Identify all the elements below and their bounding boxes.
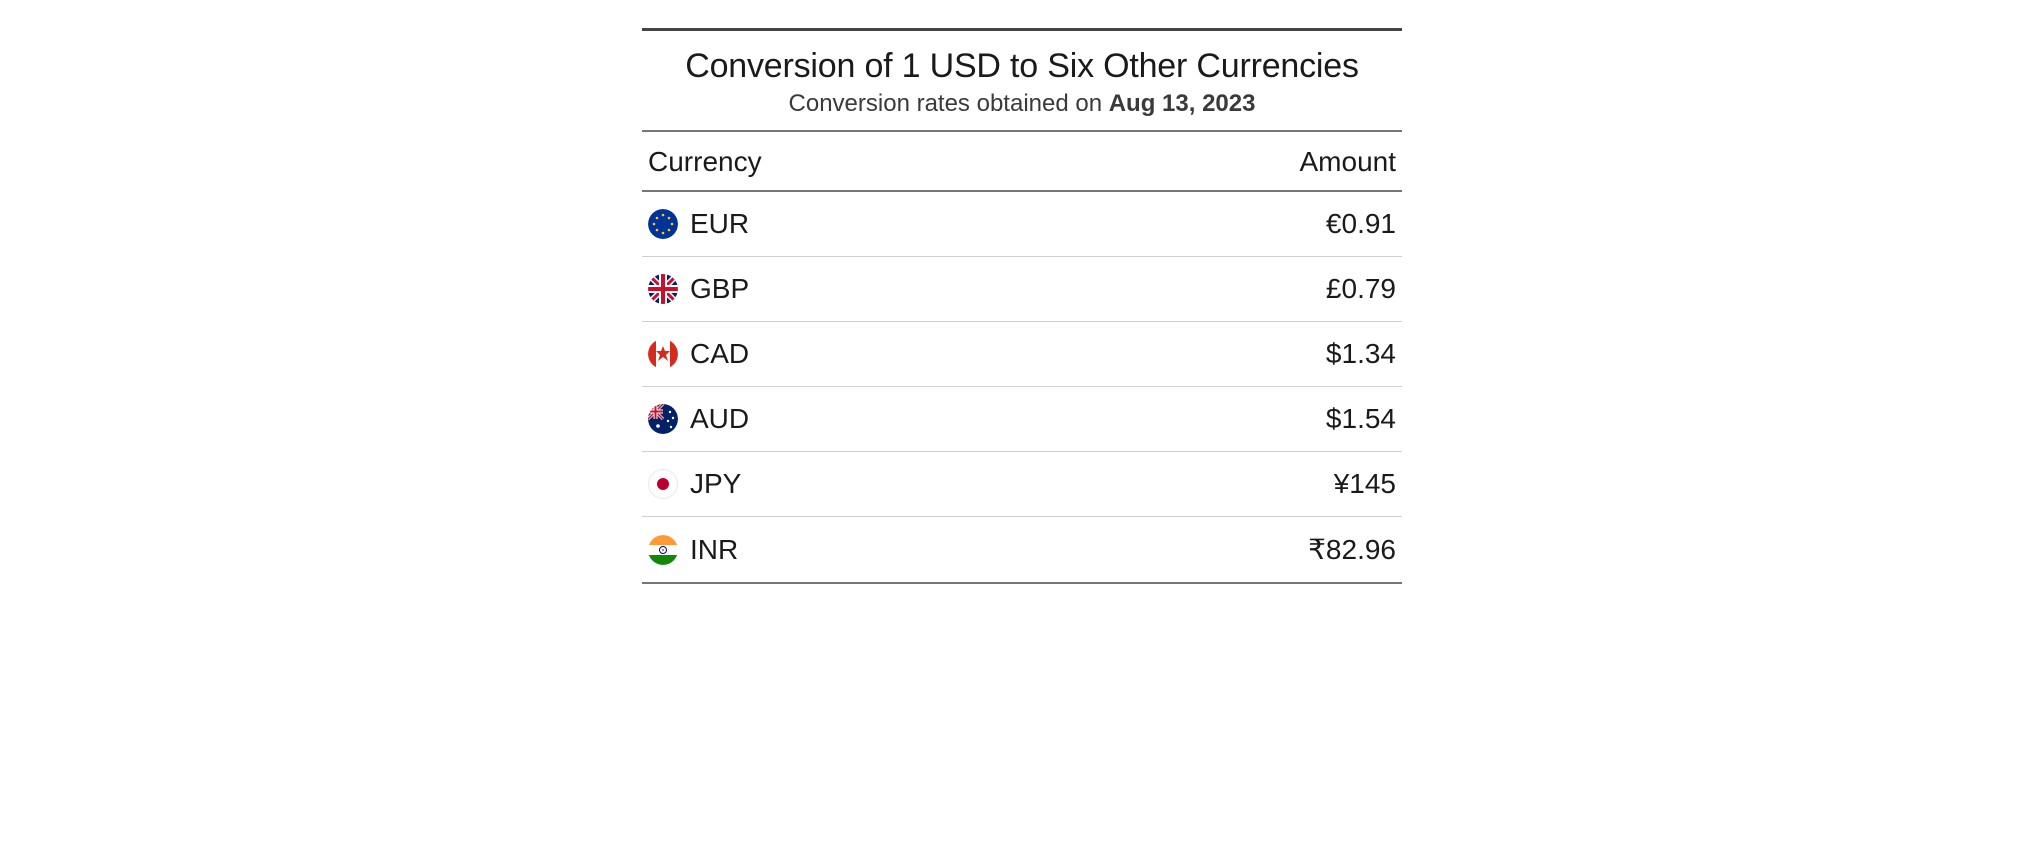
table-row: EUR €0.91 xyxy=(642,192,1402,257)
currency-code: EUR xyxy=(690,208,749,240)
column-header-amount: Amount xyxy=(1300,146,1397,178)
currency-code: GBP xyxy=(690,273,749,305)
amount-value: £0.79 xyxy=(1326,273,1396,305)
flag-eu-icon xyxy=(648,209,678,239)
table-row: INR ₹82.96 xyxy=(642,517,1402,584)
subtitle-date: Aug 13, 2023 xyxy=(1109,90,1256,117)
currency-code: JPY xyxy=(690,468,741,500)
flag-ca-icon xyxy=(648,339,678,369)
table-row: CAD $1.34 xyxy=(642,322,1402,387)
flag-jp-icon xyxy=(648,469,678,499)
amount-value: $1.34 xyxy=(1326,338,1396,370)
column-header-currency: Currency xyxy=(648,146,762,178)
amount-value: ¥145 xyxy=(1334,468,1396,500)
table-row: AUD $1.54 xyxy=(642,387,1402,452)
currency-cell: JPY xyxy=(648,468,741,500)
currency-code: AUD xyxy=(690,403,749,435)
flag-gb-icon xyxy=(648,274,678,304)
currency-cell: EUR xyxy=(648,208,749,240)
table-subtitle: Conversion rates obtained on Aug 13, 202… xyxy=(642,90,1402,130)
conversion-table-card: Conversion of 1 USD to Six Other Currenc… xyxy=(642,28,1402,584)
table-title: Conversion of 1 USD to Six Other Currenc… xyxy=(642,33,1402,90)
table-row: GBP £0.79 xyxy=(642,257,1402,322)
table-row: JPY ¥145 xyxy=(642,452,1402,517)
flag-au-icon xyxy=(648,404,678,434)
table-header-row: Currency Amount xyxy=(642,132,1402,192)
currency-code: CAD xyxy=(690,338,749,370)
subtitle-prefix: Conversion rates obtained on xyxy=(789,90,1109,117)
amount-value: $1.54 xyxy=(1326,403,1396,435)
amount-value: ₹82.96 xyxy=(1308,533,1396,566)
currency-code: INR xyxy=(690,534,738,566)
currency-cell: AUD xyxy=(648,403,749,435)
flag-in-icon xyxy=(648,535,678,565)
currency-cell: CAD xyxy=(648,338,749,370)
currency-cell: GBP xyxy=(648,273,749,305)
amount-value: €0.91 xyxy=(1326,208,1396,240)
currency-cell: INR xyxy=(648,534,738,566)
top-rule xyxy=(642,28,1402,31)
